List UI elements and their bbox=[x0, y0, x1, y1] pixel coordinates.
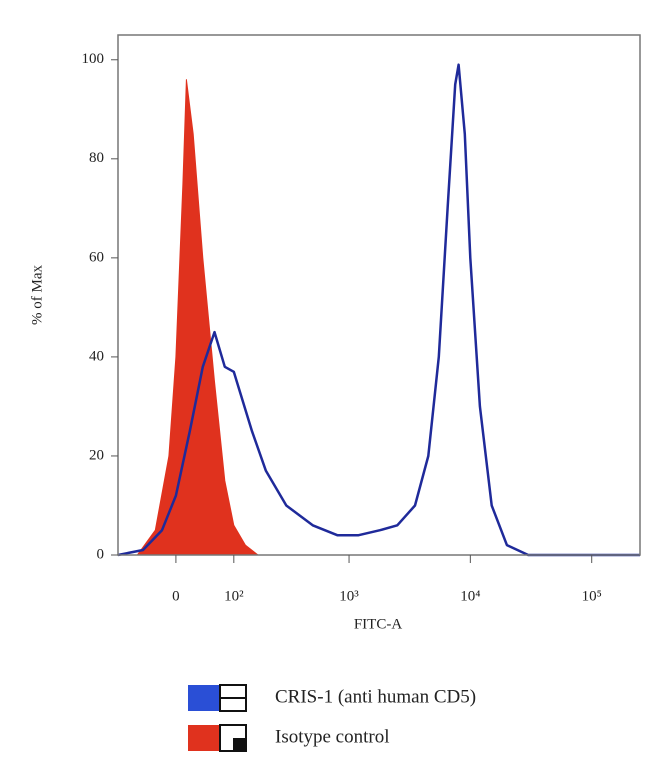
x-tick-label: 10³ bbox=[339, 588, 359, 604]
legend-label: CRIS-1 (anti human CD5) bbox=[275, 686, 476, 707]
y-tick-label: 80 bbox=[89, 150, 104, 166]
legend: CRIS-1 (anti human CD5) Isotype control bbox=[188, 684, 476, 752]
x-axis-label: FITC-A bbox=[354, 616, 403, 632]
plot-frame bbox=[117, 34, 641, 556]
y-tick-label: 20 bbox=[89, 447, 104, 463]
x-tick-label: 10⁴ bbox=[460, 588, 480, 604]
legend-swatch bbox=[188, 685, 220, 711]
y-tick-label: 100 bbox=[82, 51, 105, 67]
x-tick-label: 10⁵ bbox=[582, 588, 602, 604]
y-axis-label: % of Max bbox=[29, 265, 45, 325]
legend-swatch bbox=[188, 725, 220, 751]
legend-label: Isotype control bbox=[275, 726, 390, 747]
x-tick-label: 0 bbox=[172, 588, 180, 604]
legend-icon-fill bbox=[233, 738, 246, 751]
area bbox=[136, 79, 259, 556]
line bbox=[117, 63, 640, 557]
y-tick-label: 40 bbox=[89, 348, 104, 364]
y-tick-label: 0 bbox=[97, 546, 105, 562]
x-tick-label: 10² bbox=[224, 588, 244, 604]
y-tick-label: 60 bbox=[89, 249, 104, 265]
